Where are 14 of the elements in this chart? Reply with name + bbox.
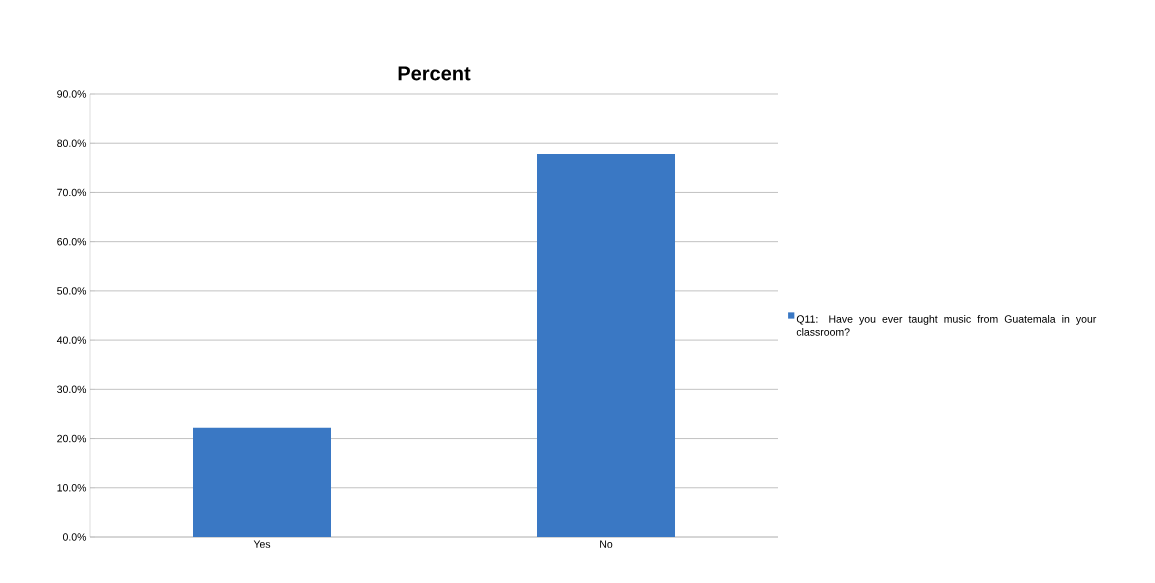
x-tick-label: No [600,540,613,548]
y-tick-label: 60.0% [57,237,87,246]
y-tick-label: 70.0% [57,188,87,197]
y-tick-label: 10.0% [57,484,87,492]
y-tick-label: 20.0% [57,434,87,443]
chart-title: Percent [398,66,471,81]
y-tick-label: 0.0% [62,533,87,541]
legend-label: Q11: Have you ever taught music from Guatemala in your classroom? [796,315,1097,336]
y-tick-label: 40.0% [56,336,87,344]
y-tick-label: 90.0% [57,90,87,98]
y-tick-label: 80.0% [57,139,87,147]
y-tick-label: 50.0% [57,287,87,295]
y-tick-label: 30.0% [57,385,87,394]
x-tick-label: Yes [253,540,271,548]
